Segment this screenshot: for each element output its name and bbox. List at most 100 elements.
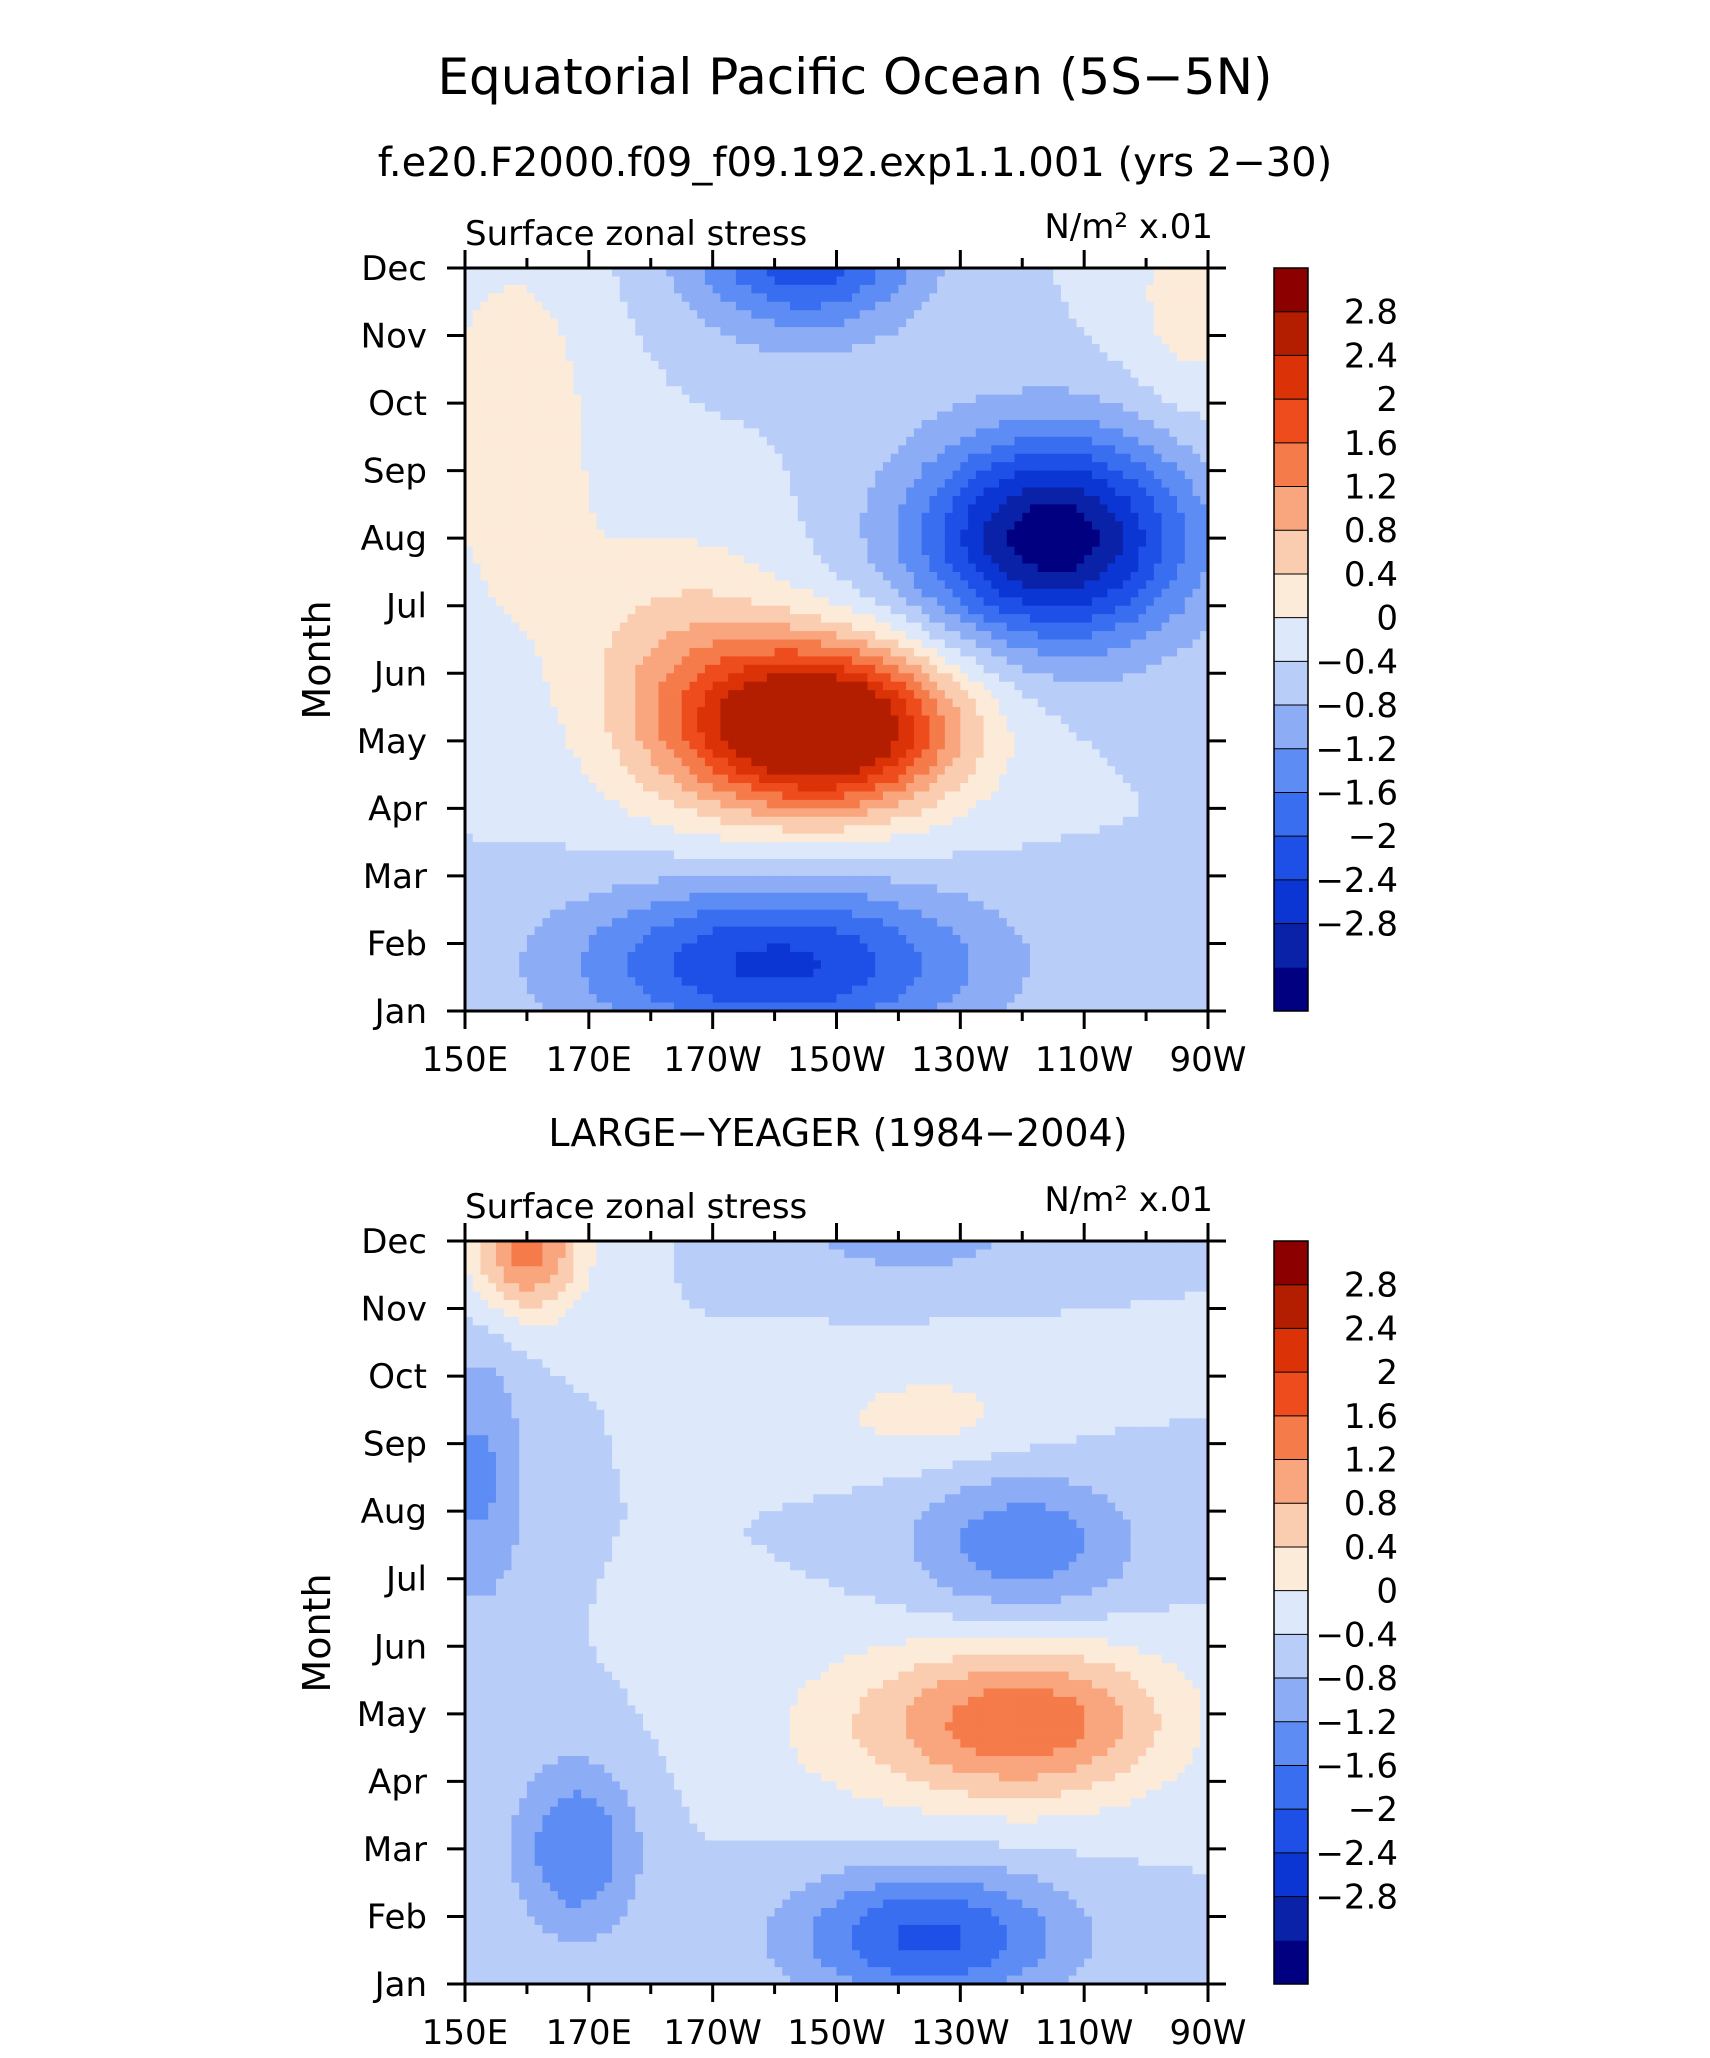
field-cell [1022,268,1031,278]
field-cell [968,580,977,590]
field-cell [1029,597,1039,607]
field-cell [472,403,482,413]
field-cell [588,428,598,438]
field-cell [1200,428,1209,438]
field-cell [1107,664,1116,674]
field-cell [666,681,675,691]
field-cell [511,656,520,666]
field-cell [1014,614,1023,624]
field-cell [635,588,644,598]
field-cell [1177,639,1186,649]
field-cell [805,445,814,455]
field-cell [612,318,621,328]
field-cell [519,394,528,404]
field-cell [921,521,930,531]
field-cell [1037,647,1047,657]
field-cell [604,571,613,581]
field-cell [728,512,737,522]
field-cell [828,394,838,404]
field-cell [1177,495,1186,506]
field-cell [743,487,752,497]
field-cell [465,597,474,607]
field-cell [465,428,474,438]
field-cell [805,301,814,311]
field-cell [511,479,520,489]
field-cell [728,622,737,632]
field-cell [557,614,567,624]
field-cell [1022,588,1031,598]
field-cell [519,521,528,531]
field-cell [557,284,567,294]
field-cell [681,386,691,396]
field-cell [999,453,1008,463]
field-cell [635,479,644,489]
field-cell [534,343,543,354]
field-cell [542,276,551,286]
field-cell [759,504,768,514]
field-cell [689,394,698,404]
field-cell [658,614,667,624]
field-cell [952,403,961,413]
field-cell [712,512,722,522]
field-cell [612,445,621,455]
field-cell [1130,352,1139,362]
field-cell [937,386,946,396]
field-cell [627,681,636,691]
field-cell [658,411,667,421]
field-cell [1177,310,1186,320]
field-cell [1022,673,1031,683]
field-cell [774,293,783,303]
field-cell [495,597,505,607]
field-cell [782,690,791,700]
field-cell [759,301,768,311]
field-cell [766,487,776,497]
field-cell [1006,327,1016,337]
field-cell [612,487,621,497]
field-cell [1068,419,1078,430]
field-cell [1045,403,1054,413]
field-cell [944,605,954,615]
field-cell [619,445,629,455]
field-cell [991,605,1000,615]
field-cell [1045,343,1054,354]
field-cell [619,605,629,615]
field-cell [612,453,621,463]
field-cell [1130,538,1139,548]
field-cell [790,504,799,514]
field-cell [913,301,923,311]
field-cell [511,310,520,320]
field-cell [1060,605,1070,615]
field-cell [898,352,907,362]
field-cell [898,369,907,379]
field-cell [557,386,567,396]
field-cell [542,588,551,598]
field-cell [673,622,683,632]
field-cell [890,614,900,624]
field-cell [519,631,528,641]
field-cell [851,521,861,531]
field-cell [1115,293,1124,303]
field-cell [619,403,629,413]
field-cell [898,293,907,303]
field-cell [975,360,985,370]
field-cell [844,335,853,345]
field-cell [882,622,892,632]
field-cell [851,445,861,455]
field-cell [952,284,961,294]
field-cell [488,563,497,573]
field-cell [573,360,582,370]
field-cell [929,639,938,649]
field-cell [519,453,528,463]
field-cell [511,597,520,607]
field-cell [1099,580,1108,590]
field-cell [650,419,660,430]
field-cell [1115,647,1124,657]
field-cell [759,335,768,345]
field-cell [875,462,884,472]
field-cell [1022,327,1031,337]
field-cell [1153,411,1163,421]
field-cell [766,419,776,430]
field-cell [550,411,559,421]
field-cell [960,647,969,657]
field-cell [766,360,776,370]
